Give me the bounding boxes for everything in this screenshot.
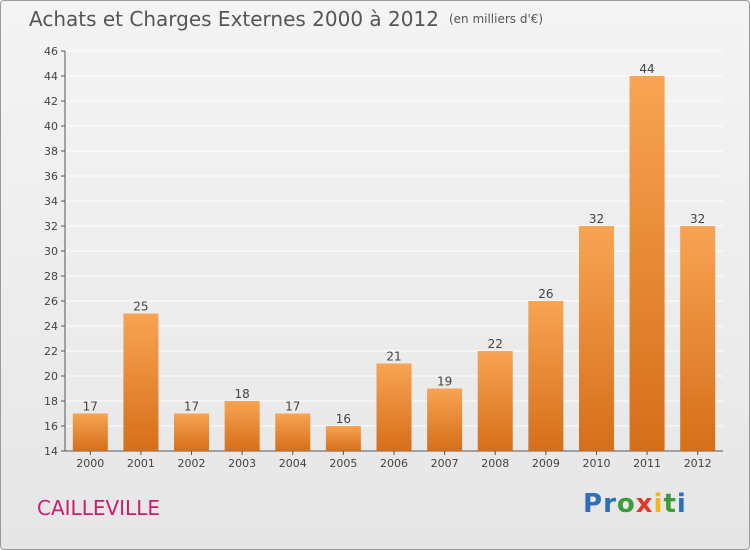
- chart-title-text: Achats et Charges Externes 2000 à 2012: [29, 7, 439, 31]
- data-label: 21: [386, 350, 401, 364]
- bar: [427, 388, 463, 451]
- town-name: CAILLEVILLE: [37, 496, 160, 520]
- y-tick-label: 46: [44, 45, 58, 58]
- data-label: 32: [589, 212, 604, 226]
- logo-letter: x: [635, 489, 654, 519]
- data-label: 16: [336, 412, 351, 426]
- x-tick-label: 2003: [228, 457, 256, 470]
- logo-letter: o: [616, 489, 636, 519]
- labels: 17 2000 25 2001 17 2002 18 2003 17 2004 16 2005 21 20…: [76, 62, 711, 470]
- data-label: 44: [639, 62, 654, 76]
- data-label: 26: [538, 287, 553, 301]
- y-tick-label: 30: [44, 245, 58, 258]
- proxiti-logo[interactable]: Proxiti: [583, 489, 687, 519]
- x-tick-label: 2002: [178, 457, 206, 470]
- logo-letter: i: [676, 489, 687, 519]
- data-label: 19: [437, 375, 452, 389]
- chart-subtitle: (en milliers d'€): [448, 12, 544, 26]
- bar: [72, 413, 108, 451]
- data-label: 17: [83, 400, 98, 414]
- bars: [72, 76, 716, 451]
- y-tick-label: 40: [44, 120, 58, 133]
- x-tick-label: 2004: [279, 457, 307, 470]
- y-tick-label: 42: [44, 95, 58, 108]
- data-label: 17: [184, 400, 199, 414]
- chart-title: Achats et Charges Externes 2000 à 2012 (e…: [29, 7, 543, 31]
- y-tick-label: 44: [44, 70, 58, 83]
- data-label: 22: [488, 337, 503, 351]
- data-label: 18: [235, 387, 250, 401]
- x-tick-label: 2010: [582, 457, 610, 470]
- logo-letter: t: [663, 489, 677, 519]
- data-label: 17: [285, 400, 300, 414]
- y-tick-label: 26: [44, 295, 58, 308]
- y-tick-label: 28: [44, 270, 58, 283]
- bar: [123, 313, 159, 451]
- y-tick-label: 20: [44, 370, 58, 383]
- y-tick-label: 36: [44, 170, 58, 183]
- y-tick-label: 22: [44, 345, 58, 358]
- x-tick-label: 2001: [127, 457, 155, 470]
- bar: [578, 226, 614, 451]
- y-tick-label: 24: [44, 320, 58, 333]
- bar: [376, 363, 412, 451]
- data-label: 25: [133, 300, 148, 314]
- bar: [629, 76, 665, 451]
- logo-letter: P: [583, 489, 604, 519]
- bar: [528, 301, 564, 451]
- x-tick-label: 2006: [380, 457, 408, 470]
- bar: [680, 226, 716, 451]
- x-tick-label: 2000: [76, 457, 104, 470]
- bar: [325, 426, 361, 451]
- logo-letter: i: [653, 489, 664, 519]
- bar: [275, 413, 311, 451]
- x-tick-label: 2007: [431, 457, 459, 470]
- logo-letter: r: [603, 489, 617, 519]
- y-tick-label: 18: [44, 395, 58, 408]
- y-tick-label: 16: [44, 420, 58, 433]
- x-tick-label: 2008: [481, 457, 509, 470]
- data-label: 32: [690, 212, 705, 226]
- y-tick-label: 38: [44, 145, 58, 158]
- x-tick-label: 2009: [532, 457, 560, 470]
- x-tick-label: 2011: [633, 457, 661, 470]
- x-tick-label: 2005: [329, 457, 357, 470]
- bar: [174, 413, 210, 451]
- x-tick-label: 2012: [684, 457, 712, 470]
- y-tick-label: 32: [44, 220, 58, 233]
- bar: [477, 351, 513, 451]
- y-tick-label: 14: [44, 445, 58, 458]
- y-tick-label: 34: [44, 195, 58, 208]
- bar: [224, 401, 260, 451]
